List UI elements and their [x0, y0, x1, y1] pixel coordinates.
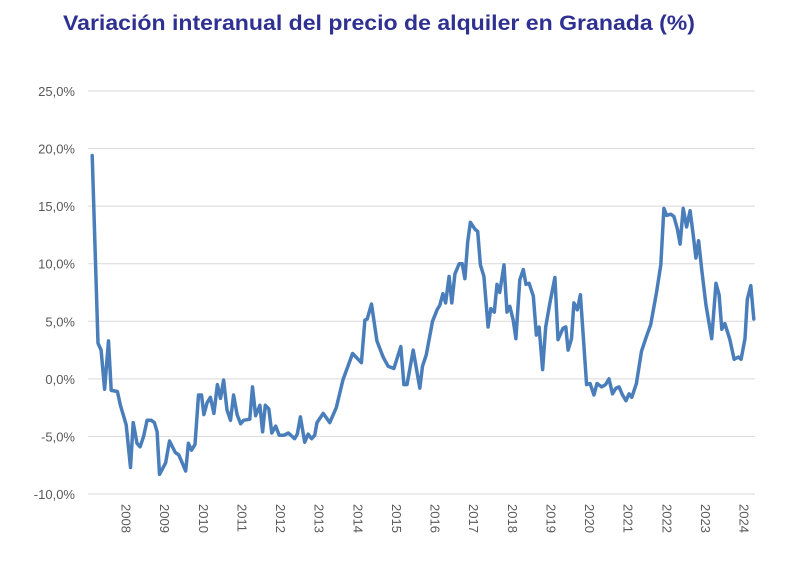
x-tick-label: 2023: [698, 504, 713, 533]
x-tick-label: 2019: [543, 504, 558, 533]
y-tick-label: 20,0%: [38, 142, 75, 157]
series-line: [90, 153, 756, 477]
y-tick-label: 0,0%: [45, 372, 75, 387]
x-tick-label: 2008: [119, 504, 134, 533]
x-tick-label: 2022: [659, 504, 674, 533]
data-points: [92, 155, 754, 475]
x-tick-label: 2024: [737, 504, 752, 533]
x-tick-label: 2012: [273, 504, 288, 533]
x-axis-tick-labels: 2008 2009 2010 2011 2012 2013 2014 2015 2016 2017…: [119, 504, 752, 533]
x-tick-label: 2011: [234, 504, 249, 532]
chart-title: Variación interanual del precio de alqui…: [63, 12, 695, 35]
y-tick-label: 5,0%: [45, 314, 75, 329]
x-tick-label: 2015: [389, 504, 404, 533]
x-tick-label: 2010: [196, 504, 211, 533]
y-tick-label: -10,0%: [34, 487, 76, 502]
x-tick-label: 2017: [466, 504, 481, 533]
y-axis-tick-labels: -10,0% -5,0% 0,0% 5,0% 10,0% 15,0% 20,0% 25,0%: [34, 84, 76, 502]
x-tick-label: 2009: [157, 504, 172, 533]
x-tick-label: 2014: [350, 504, 365, 533]
x-tick-label: 2021: [621, 504, 636, 533]
x-tick-label: 2018: [505, 504, 520, 533]
y-tick-label: 25,0%: [38, 84, 75, 99]
x-tick-label: 2020: [582, 504, 597, 533]
x-tick-label: 2016: [428, 504, 443, 533]
y-tick-label: 15,0%: [38, 199, 75, 214]
x-tick-label: 2013: [312, 504, 327, 533]
y-tick-label: -5,0%: [41, 429, 75, 444]
y-tick-label: 10,0%: [38, 257, 75, 272]
